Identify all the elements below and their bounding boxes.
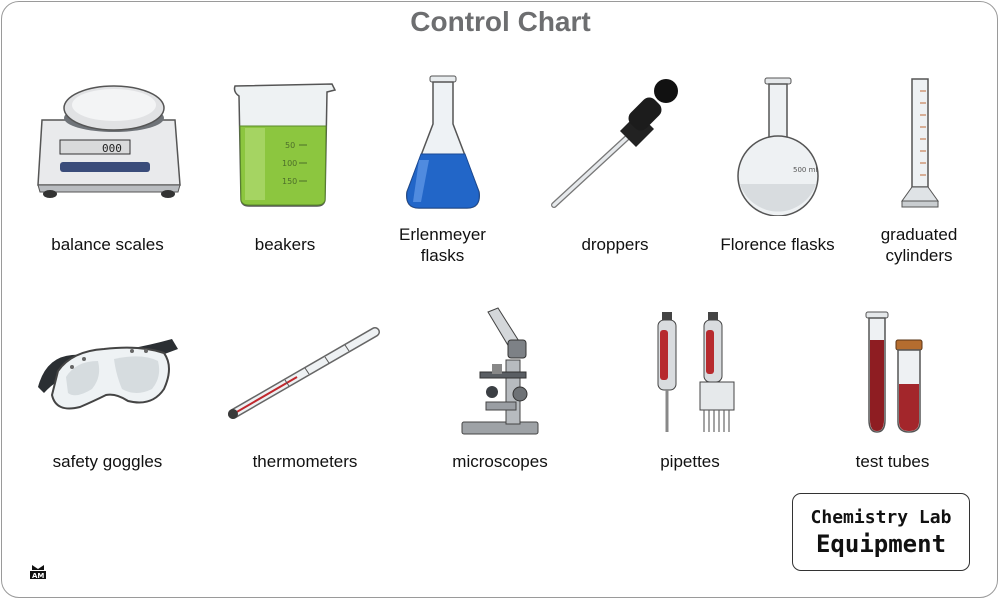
florence-flask-icon: 500 ml <box>737 77 819 216</box>
graduated-cylinder-icon <box>901 78 939 208</box>
label-thermometers: thermometers <box>252 452 358 471</box>
label-florence-flasks: Florence flasks <box>720 235 835 254</box>
badge-line-2: Equipment <box>815 530 947 558</box>
dropper-icon <box>551 79 678 208</box>
label-graduated-cylinders: graduated cylinders <box>880 225 958 265</box>
microscope-icon <box>461 307 539 435</box>
logo-text: AM <box>32 572 44 579</box>
label-safety-goggles: safety goggles <box>52 452 163 471</box>
publisher-logo-icon: AM <box>30 565 46 579</box>
beaker-icon: 50 100 150 <box>233 83 337 207</box>
page-title: Control Chart <box>410 6 591 37</box>
label-microscopes: microscopes <box>452 452 548 471</box>
label-droppers: droppers <box>581 235 649 254</box>
pipette-icon <box>657 312 735 432</box>
beaker-mark-50: 50 <box>285 141 295 150</box>
beaker-mark-100: 100 <box>282 159 297 168</box>
thermometer-icon <box>228 327 380 419</box>
label-pipettes: pipettes <box>660 452 720 471</box>
florence-mark-text: 500 ml <box>793 166 817 174</box>
scale-display-text: 000 <box>102 142 122 155</box>
label-balance-scales: balance scales <box>51 235 164 254</box>
balance-scale-icon: 000 <box>37 85 181 198</box>
label-erlenmeyer-flasks: Erlenmeyer flasks <box>399 225 486 265</box>
erlenmeyer-flask-icon <box>406 75 480 209</box>
label-test-tubes: test tubes <box>855 452 930 471</box>
test-tube-icon <box>865 311 923 433</box>
chemistry-lab-badge: Chemistry Lab Equipment <box>792 493 970 571</box>
badge-line-1: Chemistry Lab <box>810 507 952 528</box>
label-beakers: beakers <box>254 235 316 254</box>
safety-goggles-icon <box>38 339 178 410</box>
beaker-mark-150: 150 <box>282 177 297 186</box>
